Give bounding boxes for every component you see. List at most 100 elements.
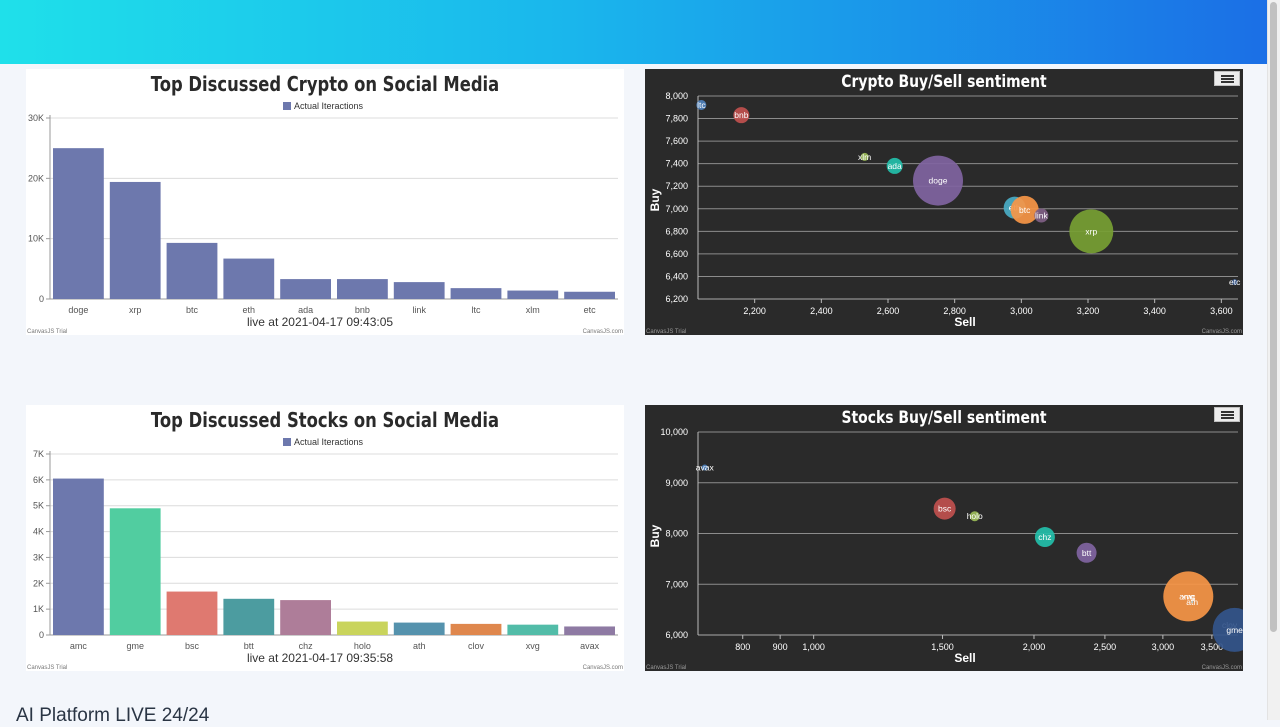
x-tick-label: xvg: [526, 641, 540, 651]
bubble-btt: [1076, 542, 1097, 563]
credit-left: CanvasJS Trial: [27, 329, 67, 335]
bubble-label: ltc: [697, 100, 706, 110]
chart-title: Stocks Buy/Sell sentiment: [841, 408, 1047, 428]
y-axis-label: Buy: [648, 188, 662, 211]
x-tick-label: link: [412, 305, 426, 315]
bar-xrp: [109, 181, 161, 299]
bubble-label: xlm: [858, 152, 871, 162]
y-tick-label: 6,800: [665, 226, 688, 236]
bar-ath: [393, 622, 445, 635]
x-tick-label: 900: [773, 642, 788, 652]
bubble-label: holo: [967, 511, 983, 521]
crypto-bar-chart: Top Discussed Crypto on Social Media Actu…: [26, 69, 624, 335]
x-tick-label: xlm: [526, 305, 540, 315]
x-tick-label: 2,400: [810, 306, 833, 316]
y-tick-label: 6,600: [665, 249, 688, 259]
x-tick-label: ada: [298, 305, 313, 315]
x-tick-label: 2,500: [1094, 642, 1117, 652]
page-scrollbar[interactable]: [1267, 0, 1280, 720]
bubble-xrp: [1069, 209, 1114, 254]
y-tick-label: 7,400: [665, 159, 688, 169]
y-tick-label: 7,600: [665, 136, 688, 146]
bubble-ath: [1191, 601, 1194, 604]
y-tick-label: 8,000: [665, 91, 688, 101]
stocks-bubble-svg: Stocks Buy/Sell sentiment 6,000 7,000 8,000…: [646, 408, 1243, 671]
scrollbar-thumb[interactable]: [1270, 2, 1277, 632]
credit-right: CanvasJS.com: [583, 665, 623, 671]
y-tick-label: 5K: [33, 501, 44, 511]
credit-right: CanvasJS.com: [1202, 665, 1242, 671]
y-tick-label: 7K: [33, 449, 44, 459]
bubble-holo: [969, 511, 980, 522]
x-tick-label: chz: [299, 641, 314, 651]
y-tick-label: 8,000: [665, 529, 688, 539]
bubble-bnb: [733, 107, 750, 124]
chart-menu-button[interactable]: [1214, 407, 1240, 422]
y-tick-label: 20K: [28, 173, 44, 183]
x-tick-label: amc: [70, 641, 88, 651]
x-tick-label: xrp: [129, 305, 142, 315]
x-tick-label: holo: [354, 641, 371, 651]
bubble-bsc: [933, 497, 956, 520]
bubble-label: doge: [929, 176, 948, 186]
bar-amc: [53, 478, 104, 635]
x-tick-label: ath: [413, 641, 426, 651]
x-tick-label: bsc: [185, 641, 200, 651]
bubble-label: link: [1035, 211, 1049, 221]
x-tick-label: 3,600: [1210, 306, 1233, 316]
x-tick-label: btc: [186, 305, 199, 315]
x-axis-label: Sell: [954, 315, 975, 329]
legend-label: Actual Iteractions: [294, 101, 364, 111]
bubble-amc: [1186, 595, 1189, 598]
bar-bsc: [166, 591, 218, 635]
bar-avax: [564, 626, 615, 635]
bubble-label: ada: [888, 161, 902, 171]
bar-doge: [53, 148, 104, 299]
y-tick-label: 3K: [33, 552, 44, 562]
bar-btc: [166, 242, 218, 299]
bar-xvg: [507, 624, 559, 635]
y-tick-label: 0: [39, 630, 44, 640]
y-tick-label: 7,000: [665, 579, 688, 589]
x-tick-label: 3,000: [1010, 306, 1033, 316]
y-tick-label: 6,400: [665, 271, 688, 281]
x-tick-label: 2,000: [1023, 642, 1046, 652]
x-tick-label: 3,000: [1152, 642, 1175, 652]
stocks-bubble-chart: Stocks Buy/Sell sentiment 6,000 7,000 8,000…: [645, 405, 1243, 671]
legend-marker: [283, 102, 291, 110]
bar-ada: [280, 279, 331, 299]
bubble-label: avax: [696, 463, 715, 473]
y-tick-label: 7,000: [665, 204, 688, 214]
chart-title: Top Discussed Stocks on Social Media: [151, 410, 499, 433]
bubble-label: bnb: [734, 110, 748, 120]
bubble-label: bsc: [938, 504, 952, 514]
bubble-label: xrp: [1085, 226, 1097, 236]
bubble-label: etc: [1229, 277, 1241, 287]
y-tick-label: 2K: [33, 578, 44, 588]
bar-link: [393, 282, 445, 299]
bubble-label: chz: [1038, 532, 1051, 542]
x-axis-label: live at 2021-04-17 09:43:05: [247, 315, 393, 329]
y-tick-label: 10,000: [660, 427, 688, 437]
bar-holo: [337, 621, 388, 635]
y-tick-label: 7,800: [665, 114, 688, 124]
x-tick-label: 3,200: [1077, 306, 1100, 316]
legend-marker: [283, 438, 291, 446]
bar-bnb: [337, 279, 388, 299]
y-tick-label: 7,200: [665, 181, 688, 191]
x-tick-label: eth: [243, 305, 256, 315]
credit-right: CanvasJS.com: [583, 329, 623, 335]
x-tick-label: 3,500: [1201, 642, 1224, 652]
bubble-ltc: [696, 100, 707, 111]
y-tick-label: 30K: [28, 113, 44, 123]
x-tick-label: avax: [580, 641, 600, 651]
chart-title: Crypto Buy/Sell sentiment: [841, 72, 1047, 92]
y-tick-label: 6,000: [665, 630, 688, 640]
bar-ltc: [450, 288, 502, 299]
stocks-bar-svg: Top Discussed Stocks on Social Media Actu…: [27, 410, 623, 671]
credit-left: CanvasJS Trial: [646, 329, 686, 335]
chart-menu-button[interactable]: [1214, 71, 1240, 86]
x-tick-label: ltc: [472, 305, 482, 315]
x-tick-label: 800: [735, 642, 750, 652]
x-tick-label: 2,200: [743, 306, 766, 316]
